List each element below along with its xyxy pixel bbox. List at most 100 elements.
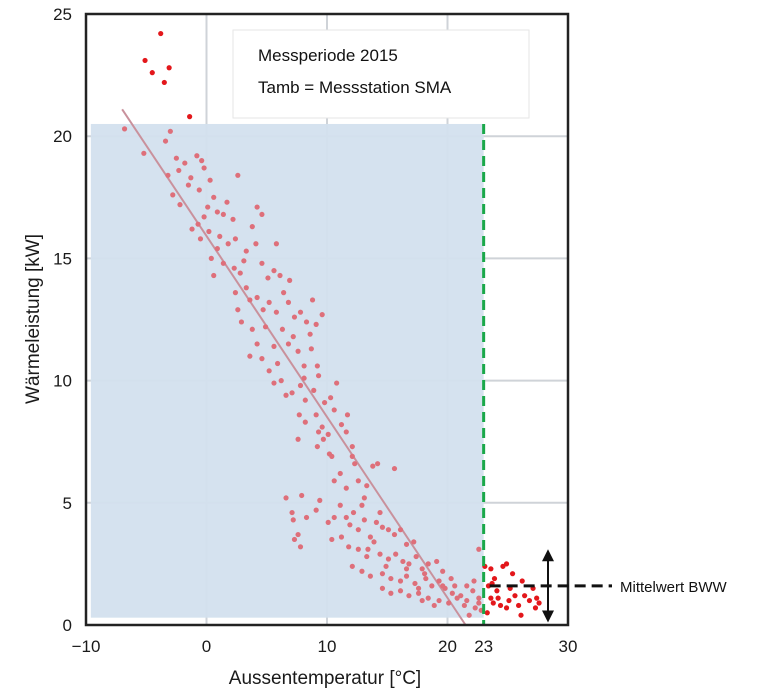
heating-data-point	[297, 309, 304, 315]
summer-data-point	[506, 597, 512, 604]
heating-data-point	[337, 470, 343, 477]
heating-data-point	[271, 268, 277, 274]
summer-data-point	[503, 561, 510, 567]
heating-data-point	[464, 597, 470, 604]
heating-data-point	[162, 138, 169, 144]
heating-data-point	[391, 465, 398, 472]
heating-data-point	[297, 544, 304, 550]
heating-data-point	[196, 187, 202, 193]
heating-data-point	[377, 551, 383, 557]
heating-data-point	[307, 331, 313, 337]
heating-data-point	[383, 563, 389, 569]
heating-data-point	[470, 588, 476, 594]
heating-data-point	[290, 334, 296, 340]
heating-data-point	[225, 241, 231, 247]
heating-data-point	[449, 590, 455, 596]
heating-data-point	[440, 568, 446, 574]
heating-data-point	[347, 522, 353, 528]
heating-data-point	[311, 387, 317, 393]
heating-data-point	[295, 348, 301, 354]
heating-data-point	[271, 380, 277, 386]
heating-data-point	[194, 153, 200, 159]
heating-data-point	[436, 597, 442, 604]
heating-data-point	[253, 241, 259, 247]
heating-data-point	[274, 360, 281, 367]
heating-data-point	[266, 299, 272, 305]
summer-data-point	[509, 571, 516, 577]
x-tick-label: 0	[202, 637, 211, 656]
heating-data-point	[235, 172, 241, 178]
legend-line-period: Messperiode 2015	[258, 46, 398, 65]
heating-data-point	[313, 412, 319, 418]
heating-data-point	[415, 585, 422, 591]
heating-data-point	[230, 216, 236, 222]
heating-data-point	[425, 561, 431, 567]
heating-data-point	[385, 556, 392, 562]
heating-data-point	[281, 290, 287, 296]
heating-data-point	[290, 517, 296, 523]
arrow-up-icon	[542, 549, 554, 562]
plot-frame	[84, 12, 570, 627]
x-tick-label: 10	[318, 637, 337, 656]
heating-data-point	[472, 605, 478, 611]
summer-data-point	[494, 588, 500, 594]
x-tick-label: 30	[559, 637, 578, 656]
summer-data-point	[512, 593, 518, 599]
heating-data-point	[206, 228, 212, 235]
heating-data-point	[364, 483, 370, 489]
summer-data-point	[158, 30, 164, 37]
heating-data-point	[365, 546, 371, 552]
heating-data-point	[325, 431, 331, 437]
heating-data-point	[406, 561, 412, 567]
heating-data-point	[328, 395, 334, 401]
heating-data-point	[388, 590, 394, 596]
heating-data-point	[224, 199, 230, 205]
heating-data-point	[265, 275, 271, 281]
heating-data-point	[273, 309, 279, 315]
mean-label: Mittelwert BWW	[620, 579, 728, 596]
heating-data-point	[452, 583, 458, 589]
heating-data-point	[331, 407, 337, 413]
heating-data-point	[254, 204, 260, 210]
heating-data-point	[217, 233, 223, 240]
heating-data-point	[454, 595, 460, 601]
y-tick-label: 15	[53, 249, 72, 268]
heating-data-point	[243, 248, 249, 254]
heating-data-point	[371, 539, 377, 545]
summer-data-point	[490, 600, 496, 606]
heating-data-point	[337, 502, 343, 508]
heating-data-point	[259, 260, 265, 266]
summer-data-point	[161, 79, 167, 86]
heating-data-point	[403, 573, 410, 579]
heating-data-point	[373, 519, 380, 525]
heating-data-point	[207, 177, 213, 183]
heating-data-point	[422, 571, 428, 577]
heating-data-point	[476, 546, 482, 552]
heating-data-point	[235, 307, 241, 313]
heating-data-point	[415, 590, 422, 596]
heating-data-point	[461, 602, 467, 609]
heating-data-point	[349, 443, 355, 450]
y-tick-label: 25	[53, 5, 72, 24]
heating-data-point	[361, 517, 367, 523]
summer-data-point	[495, 595, 501, 601]
heating-data-point	[317, 497, 323, 503]
heating-data-point	[273, 241, 279, 247]
threshold-label: 23	[474, 637, 493, 656]
heating-data-point	[314, 363, 320, 369]
heating-data-point	[448, 575, 454, 582]
heating-data-point	[297, 382, 304, 389]
heating-data-point	[301, 363, 307, 369]
heating-data-point	[370, 463, 376, 469]
heating-data-point	[412, 580, 418, 587]
heating-data-point	[259, 211, 265, 218]
heating-data-point	[249, 326, 255, 332]
heating-data-point	[211, 194, 217, 200]
heating-data-point	[440, 583, 446, 589]
heating-data-point	[329, 453, 335, 459]
heating-data-point	[208, 255, 214, 261]
heating-data-point	[289, 509, 295, 516]
heating-data-point	[289, 390, 295, 396]
heating-data-point	[295, 436, 301, 442]
